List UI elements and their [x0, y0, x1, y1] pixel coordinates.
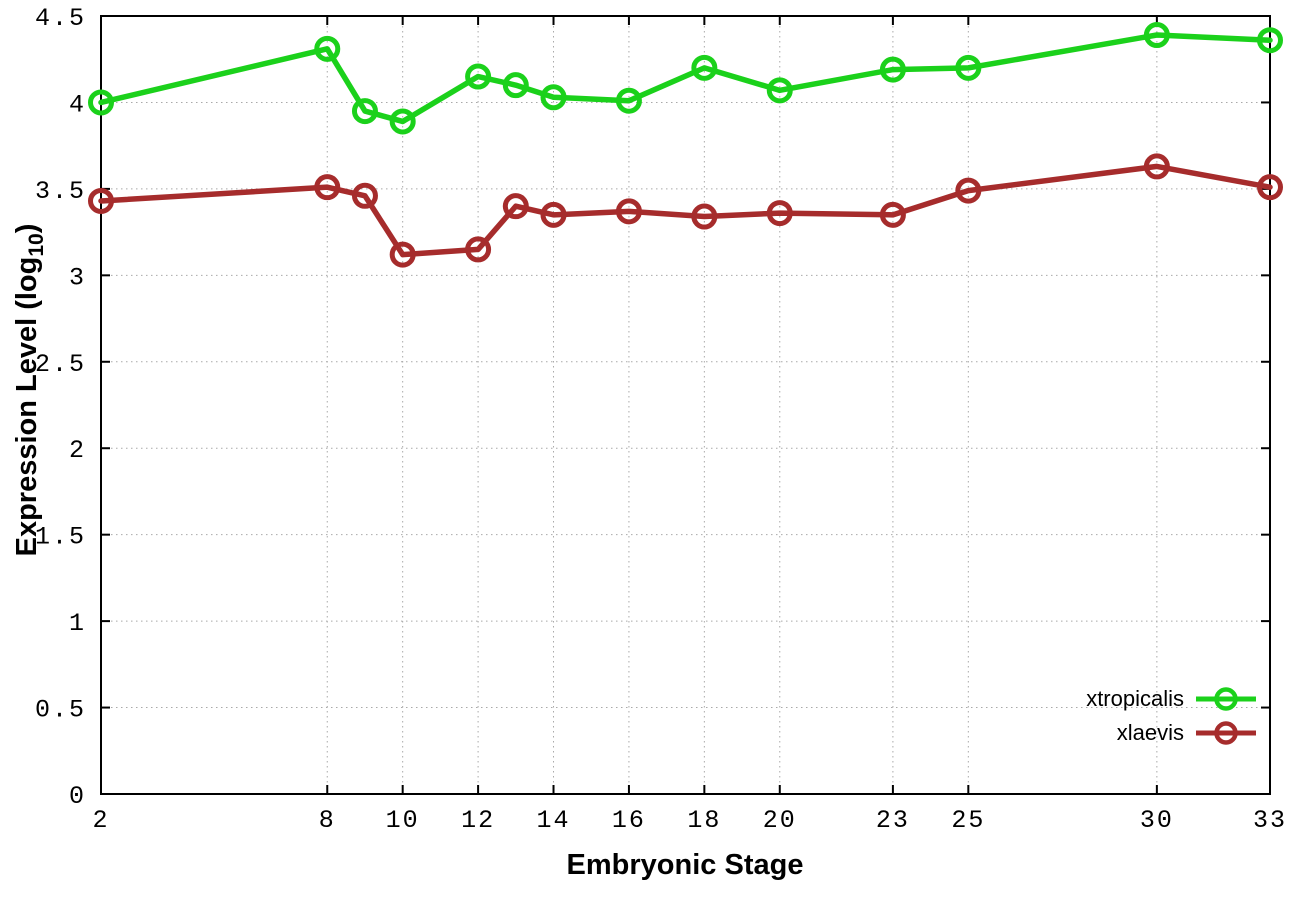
data-point-marker: [766, 200, 793, 227]
y-tick-label: 2: [69, 436, 86, 465]
y-tick-label: 3.5: [35, 177, 86, 206]
x-tick-label: 2: [92, 806, 109, 835]
gridlines: [101, 16, 1270, 794]
y-axis-title-text: Expression Level (log: [11, 256, 44, 557]
data-point-marker: [314, 174, 341, 201]
data-point-marker: [540, 84, 567, 111]
data-point-marker: [691, 203, 718, 230]
data-point-marker: [879, 56, 906, 83]
y-tick-label: 1.5: [35, 523, 86, 552]
data-point-marker: [1143, 153, 1170, 180]
x-tick-label: 8: [319, 806, 336, 835]
legend: xtropicalis xlaevis: [1086, 684, 1258, 748]
series-line-xtropicalis: [98, 32, 1273, 125]
data-point-marker: [351, 98, 378, 125]
data-point-marker: [465, 63, 492, 90]
x-axis-title: Embryonic Stage: [566, 849, 804, 881]
data-point-marker: [955, 177, 982, 204]
x-tick-label: 25: [951, 806, 985, 835]
tick-labels: 2 8 10 12 14 16 18 20 23 25 30 33 0 0.5 1 1.5 2 2.5 3 3.5 4 4…: [35, 4, 1287, 835]
x-tick-label: 14: [537, 806, 571, 835]
data-point-marker: [540, 201, 567, 228]
y-tick-label: 0.5: [35, 696, 86, 725]
legend-label-xlaevis: xlaevis: [1116, 720, 1184, 745]
legend-label-xtropicalis: xtropicalis: [1086, 686, 1184, 711]
data-point-marker: [88, 187, 114, 214]
axis-ticks: [100, 15, 1271, 795]
data-point-marker: [1143, 22, 1170, 49]
data-point-marker: [389, 241, 416, 268]
y-tick-label: 4.5: [35, 4, 86, 33]
plot-border: [100, 15, 1271, 795]
legend-item-xlaevis: xlaevis: [1086, 718, 1258, 748]
data-point-marker: [691, 54, 718, 81]
data-point-marker: [502, 72, 529, 99]
y-axis-title-subscript: 10: [24, 233, 48, 257]
legend-line-marker-sample: [1196, 721, 1256, 745]
series-xtropicalis: [88, 22, 1283, 135]
data-point-marker: [1257, 174, 1283, 201]
y-tick-label: 3: [69, 263, 86, 292]
y-tick-label: 4: [69, 90, 86, 119]
y-tick-label: 2.5: [35, 350, 86, 379]
y-axis-title-suffix: ): [11, 223, 44, 234]
legend-item-xtropicalis: xtropicalis: [1086, 684, 1258, 714]
x-tick-label: 23: [876, 806, 910, 835]
data-point-marker: [351, 182, 378, 209]
data-point-marker: [1257, 27, 1283, 54]
data-point-marker: [465, 236, 492, 263]
data-point-marker: [955, 54, 982, 81]
series-line-xlaevis: [98, 163, 1273, 258]
data-point-marker: [389, 108, 416, 135]
x-tick-label: 20: [763, 806, 797, 835]
data-point-marker: [879, 201, 906, 228]
series-xlaevis: [88, 153, 1283, 268]
y-tick-label: 0: [69, 782, 86, 811]
y-axis-title: Expression Level (log10): [11, 224, 49, 557]
x-tick-label: 12: [461, 806, 495, 835]
y-tick-label: 1: [69, 609, 86, 638]
data-point-marker: [766, 77, 793, 104]
data-point-marker: [615, 87, 642, 114]
data-point-marker: [502, 193, 529, 220]
x-tick-label: 10: [386, 806, 420, 835]
legend-line-marker-sample: [1196, 687, 1256, 711]
data-point-marker: [314, 35, 341, 62]
x-tick-label: 33: [1253, 806, 1287, 835]
x-tick-label: 16: [612, 806, 646, 835]
data-point-marker: [88, 89, 114, 116]
data-point-marker: [615, 198, 642, 225]
x-tick-label: 18: [687, 806, 721, 835]
x-tick-label: 30: [1140, 806, 1174, 835]
